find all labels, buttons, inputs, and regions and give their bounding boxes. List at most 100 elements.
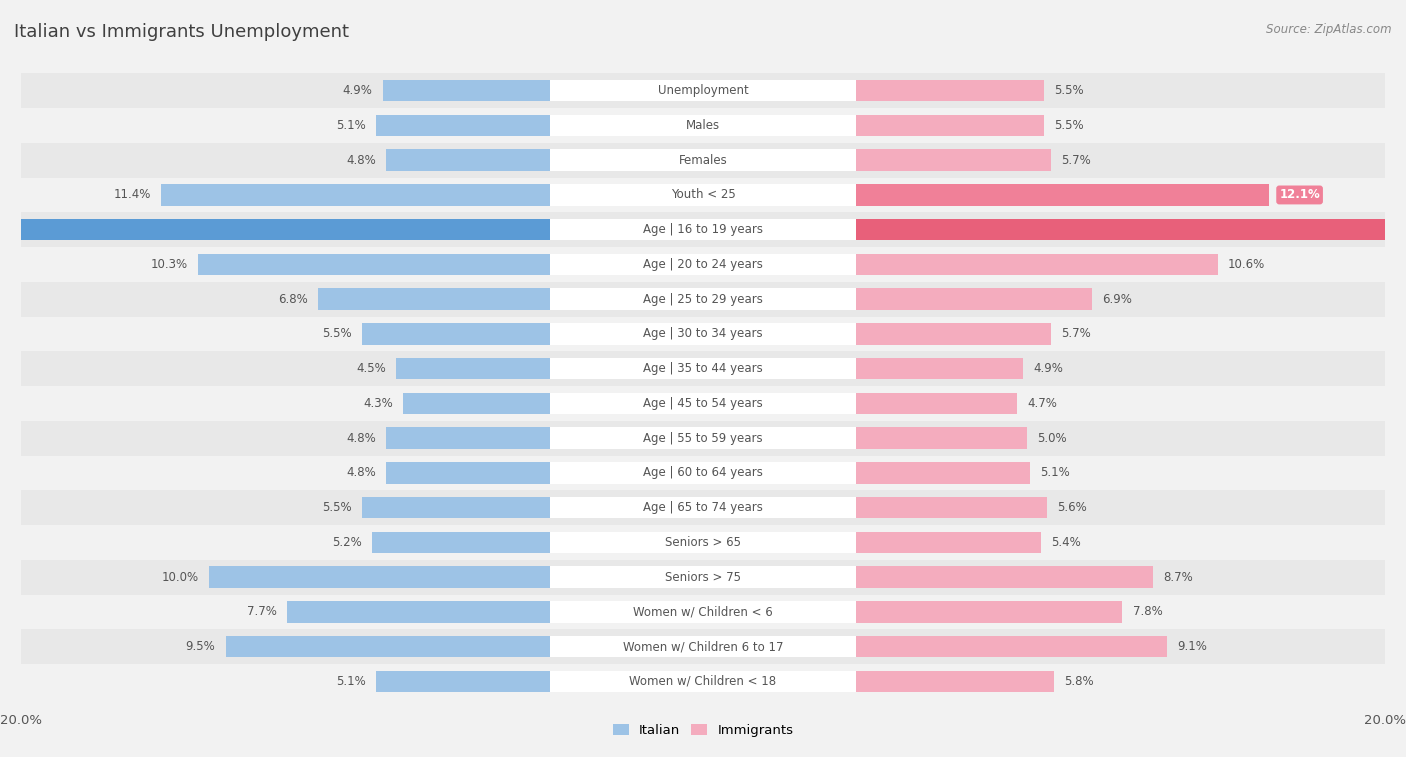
Text: 5.5%: 5.5% (322, 328, 352, 341)
Text: 9.1%: 9.1% (1177, 640, 1206, 653)
Text: Youth < 25: Youth < 25 (671, 188, 735, 201)
Text: 4.9%: 4.9% (343, 84, 373, 97)
Bar (550, 149, 856, 171)
Bar (287, 601, 550, 623)
Bar (856, 601, 1122, 623)
Bar (385, 428, 550, 449)
Bar (21, 629, 1385, 664)
Bar (21, 143, 1385, 178)
Text: 11.4%: 11.4% (114, 188, 150, 201)
Bar (363, 323, 550, 344)
Text: 4.5%: 4.5% (356, 362, 385, 375)
Text: Age | 25 to 29 years: Age | 25 to 29 years (643, 293, 763, 306)
Text: 5.7%: 5.7% (1062, 328, 1091, 341)
Text: Italian vs Immigrants Unemployment: Italian vs Immigrants Unemployment (14, 23, 349, 41)
Bar (856, 358, 1024, 379)
Text: 8.7%: 8.7% (1163, 571, 1194, 584)
Bar (856, 254, 1218, 276)
Bar (385, 463, 550, 484)
Text: 12.1%: 12.1% (1279, 188, 1320, 201)
Bar (21, 247, 1385, 282)
Text: 5.1%: 5.1% (336, 119, 366, 132)
Bar (21, 73, 1385, 108)
Text: 4.8%: 4.8% (346, 154, 375, 167)
Bar (550, 358, 856, 379)
Text: 10.6%: 10.6% (1227, 258, 1265, 271)
Bar (856, 393, 1017, 414)
Bar (21, 316, 1385, 351)
Bar (21, 491, 1385, 525)
Text: 7.7%: 7.7% (247, 606, 277, 618)
Bar (382, 80, 550, 101)
Bar (550, 636, 856, 657)
Bar (385, 149, 550, 171)
Text: 5.5%: 5.5% (1054, 84, 1084, 97)
Bar (856, 566, 1153, 588)
Bar (550, 428, 856, 449)
Text: 7.8%: 7.8% (1133, 606, 1163, 618)
Bar (856, 149, 1050, 171)
Bar (856, 531, 1040, 553)
Bar (396, 358, 550, 379)
Bar (856, 463, 1031, 484)
Text: 10.0%: 10.0% (162, 571, 198, 584)
Text: 5.1%: 5.1% (1040, 466, 1070, 479)
Bar (550, 393, 856, 414)
Text: 5.1%: 5.1% (336, 675, 366, 688)
Text: Women w/ Children < 18: Women w/ Children < 18 (630, 675, 776, 688)
Text: 5.2%: 5.2% (332, 536, 363, 549)
Bar (0, 219, 550, 241)
Text: Age | 55 to 59 years: Age | 55 to 59 years (643, 431, 763, 444)
Text: 5.4%: 5.4% (1050, 536, 1081, 549)
Bar (21, 108, 1385, 143)
Text: Age | 16 to 19 years: Age | 16 to 19 years (643, 223, 763, 236)
Bar (550, 254, 856, 276)
Text: 5.8%: 5.8% (1064, 675, 1094, 688)
Text: 5.6%: 5.6% (1057, 501, 1087, 514)
Bar (21, 421, 1385, 456)
Text: 5.5%: 5.5% (1054, 119, 1084, 132)
Text: Women w/ Children 6 to 17: Women w/ Children 6 to 17 (623, 640, 783, 653)
Bar (375, 115, 550, 136)
Bar (550, 531, 856, 553)
Text: 6.8%: 6.8% (278, 293, 308, 306)
Bar (550, 219, 856, 241)
Text: Age | 65 to 74 years: Age | 65 to 74 years (643, 501, 763, 514)
Text: Age | 20 to 24 years: Age | 20 to 24 years (643, 258, 763, 271)
Text: 4.8%: 4.8% (346, 466, 375, 479)
Bar (550, 115, 856, 136)
Bar (856, 288, 1091, 310)
Text: 5.0%: 5.0% (1038, 431, 1067, 444)
Bar (21, 525, 1385, 560)
Bar (375, 671, 550, 692)
Bar (21, 282, 1385, 316)
Bar (550, 323, 856, 344)
Bar (550, 497, 856, 519)
Bar (550, 80, 856, 101)
Text: 4.8%: 4.8% (346, 431, 375, 444)
Bar (550, 566, 856, 588)
Text: 6.9%: 6.9% (1102, 293, 1132, 306)
Bar (21, 351, 1385, 386)
Bar (198, 254, 550, 276)
Bar (21, 212, 1385, 247)
Bar (404, 393, 550, 414)
Bar (21, 178, 1385, 212)
Text: Seniors > 65: Seniors > 65 (665, 536, 741, 549)
Bar (550, 463, 856, 484)
Text: 5.5%: 5.5% (322, 501, 352, 514)
Bar (21, 594, 1385, 629)
Bar (550, 288, 856, 310)
Text: Unemployment: Unemployment (658, 84, 748, 97)
Bar (856, 115, 1045, 136)
Bar (856, 323, 1050, 344)
Bar (856, 184, 1270, 206)
Bar (373, 531, 550, 553)
Bar (160, 184, 550, 206)
Text: 4.3%: 4.3% (363, 397, 392, 410)
Text: 4.7%: 4.7% (1026, 397, 1057, 410)
Text: Age | 30 to 34 years: Age | 30 to 34 years (643, 328, 763, 341)
Bar (550, 184, 856, 206)
Bar (208, 566, 550, 588)
Text: Males: Males (686, 119, 720, 132)
